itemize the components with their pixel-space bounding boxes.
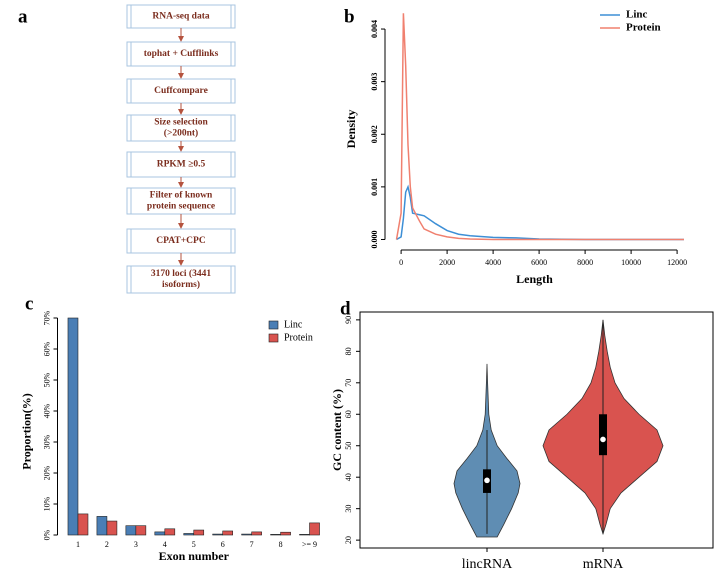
x-tick-label: 8000 [577,258,593,267]
plot-box [359,311,714,549]
x-tick-label: 7 [250,540,254,549]
x-tick-label: 10000 [621,258,641,267]
y-tick-label: 20 [344,536,353,544]
x-tick-label: lincRNA [462,557,513,572]
x-tick-label: 6 [221,540,225,549]
legend-label: Linc [626,9,648,21]
bar [96,516,108,536]
flow-box [126,151,236,178]
y-tick-label: 50 [344,442,353,450]
bar [183,533,195,536]
x-axis-label: Length [516,272,553,286]
median [484,477,490,484]
x-tick-label: 2 [105,540,109,549]
node-text: Cuffcompare [154,86,208,96]
x-tick-label: 8 [279,540,283,549]
y-tick-label: 70% [42,310,51,325]
y-axis-label: Proportion(%) [19,393,33,469]
y-tick-label: 0.004 [370,20,379,38]
x-tick-label: 4000 [485,258,501,267]
panel-label: c [25,293,33,314]
y-tick-label: 70 [344,379,353,387]
legend-swatch [268,320,279,330]
y-tick-label: 60% [42,341,51,356]
y-tick-label: 10% [42,496,51,511]
node-text: Filter of known [150,191,213,201]
y-tick-label: 0.003 [370,73,379,91]
bar [212,533,223,536]
flow-box [126,187,236,215]
bar [299,534,310,536]
y-tick-label: 30 [344,505,353,513]
x-tick-label: 6000 [531,258,547,267]
bar [77,513,89,536]
y-axis-label: GC content (%) [330,389,344,471]
y-tick-label: 0% [42,529,51,540]
bar [125,525,137,536]
x-tick-label: 3 [134,540,138,549]
y-tick-label: 0.001 [370,178,379,196]
legend-swatch [268,333,279,343]
x-tick-label: 5 [192,540,196,549]
bar [154,531,166,536]
y-tick-label: 90 [344,316,353,324]
box [599,414,607,456]
y-tick-label: 0.000 [370,230,379,248]
y-tick-label: 60 [344,410,353,418]
node-text: Size selection [154,118,208,128]
node-text: protein sequence [147,202,215,212]
bar [241,533,252,536]
legend-label: Protein [284,332,313,343]
x-tick-label: >= 9 [302,540,317,549]
bar [222,530,233,536]
x-tick-label: 2000 [439,258,455,267]
bar [280,531,291,536]
legend-label: Protein [626,22,661,34]
y-tick-label: 20% [42,465,51,480]
panel-label: a [18,6,28,27]
node-text: RPKM ≥0.5 [157,160,206,170]
y-tick-label: 0.002 [370,125,379,143]
x-tick-label: 12000 [667,258,687,267]
line [396,184,684,241]
panel-label: d [340,298,351,319]
node-text: isoforms) [162,279,200,290]
x-tick-label: 0 [399,258,403,267]
flow-box [126,265,236,294]
node-text: RNA-seq data [152,12,210,22]
y-tick-label: 40% [42,403,51,418]
panel-label: b [344,6,355,27]
median [600,436,606,443]
legend-label: Linc [284,319,303,330]
y-tick-label: 30% [42,434,51,449]
node-text: CPAT+CPC [156,236,206,246]
bar [67,317,79,536]
bar [309,522,320,536]
y-axis-label: Density [344,110,358,149]
bar [270,534,281,536]
bar [251,531,262,536]
y-tick-label: 40 [344,473,353,481]
x-axis-label: Exon number [159,549,230,563]
bar [135,525,147,536]
x-tick-label: 4 [163,540,167,549]
y-tick-label: 50% [42,372,51,387]
node-text: 3170 loci (3441 [151,268,211,279]
x-tick-label: 1 [76,540,80,549]
bar [106,520,118,536]
node-text: (>200nt) [164,128,198,139]
line [395,13,684,241]
y-tick-label: 80 [344,347,353,355]
x-tick-label: mRNA [583,557,624,572]
bar [164,528,176,536]
bar [193,529,205,536]
node-text: tophat + Cufflinks [144,49,219,59]
